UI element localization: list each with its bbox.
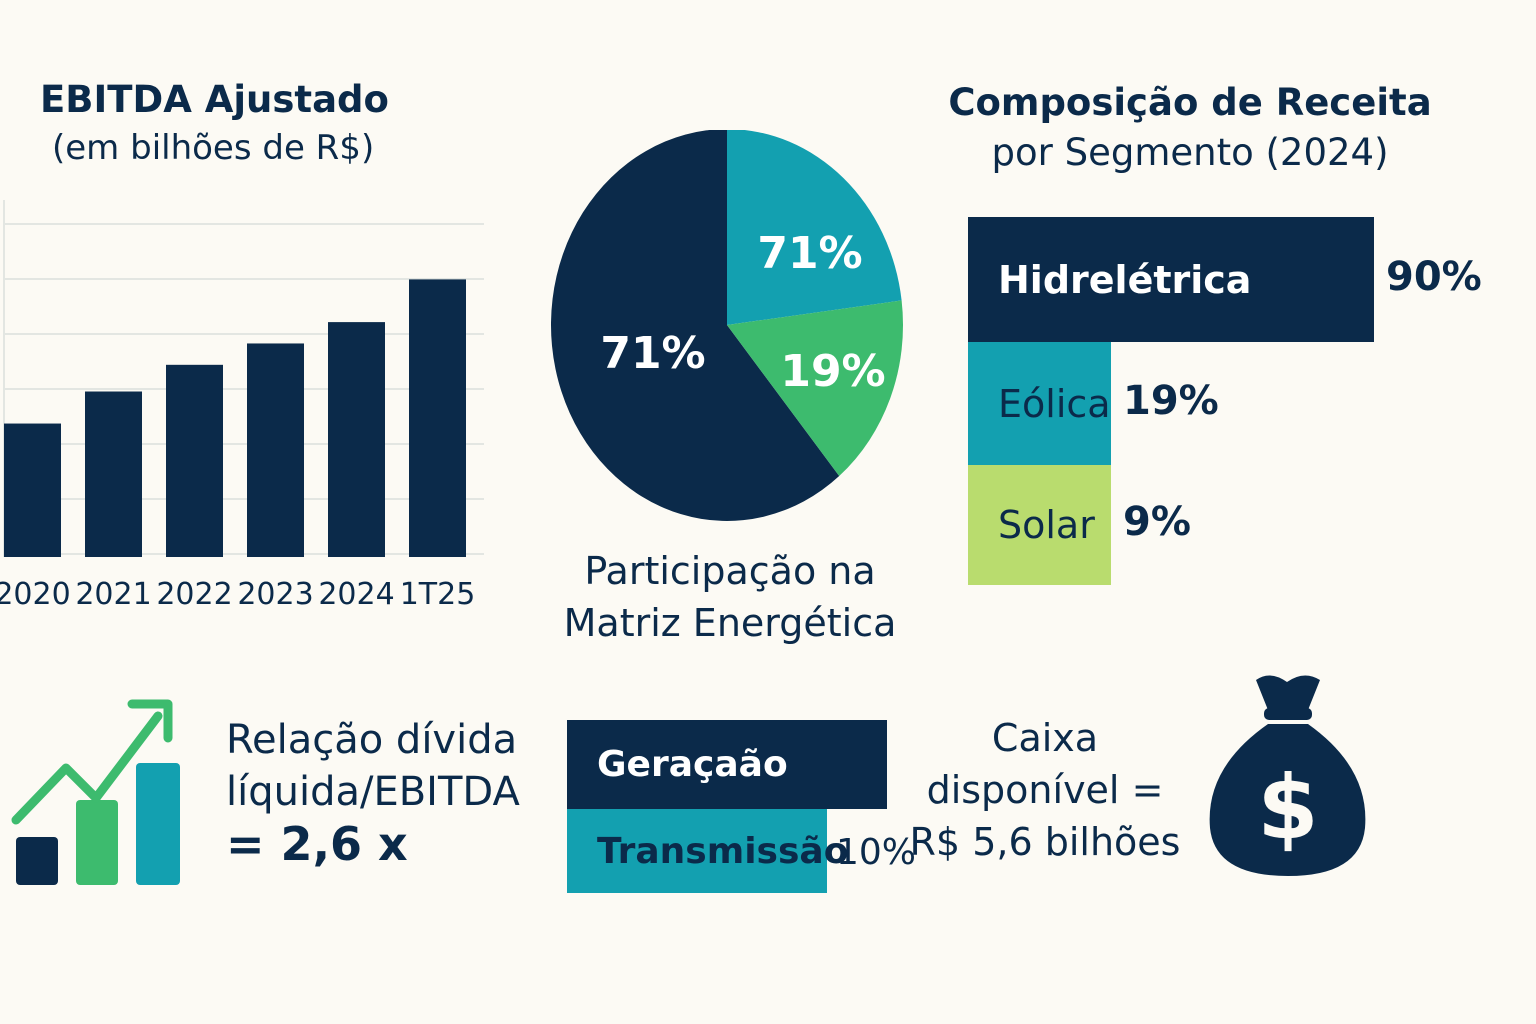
- cash-line3: R$ 5,6 bilhões: [909, 820, 1181, 864]
- growth-icon-bar-3: [136, 763, 180, 885]
- transmission-bar: Transmissão: [567, 809, 848, 893]
- x-tick-label: 2022: [156, 577, 232, 612]
- segment-bar-label: Solar: [998, 503, 1095, 547]
- x-tick-label: 2020: [0, 577, 71, 612]
- money-bag-dollar-sign: $: [1257, 756, 1318, 859]
- bar: [4, 423, 61, 557]
- bar: [409, 279, 466, 557]
- debt-ratio-line2: líquida/EBITDA: [226, 769, 520, 815]
- money-bag-body: [1209, 724, 1366, 876]
- pie-slice: [727, 300, 903, 477]
- cash-line2: disponível =: [926, 768, 1164, 812]
- x-tick-label: 2021: [75, 577, 151, 612]
- generation-bar: Geraçaão: [567, 720, 887, 809]
- ebitda-title: EBITDA Ajustado: [40, 78, 389, 121]
- cash-line1: Caixa: [991, 716, 1099, 760]
- transmission-value: 10%: [836, 832, 917, 873]
- x-tick-label: 2023: [237, 577, 313, 612]
- segment-title-line2: por Segmento (2024): [991, 131, 1389, 174]
- growth-icon-bar-2: [76, 800, 118, 885]
- segment-title-line1: Composição de Receita: [948, 81, 1432, 124]
- cash-available: Caixa disponível = R$ 5,6 bilhões: [905, 712, 1185, 868]
- growth-chart-arrow-icon: [11, 699, 180, 885]
- growth-icon-arrow-head: [127, 699, 173, 743]
- pie-slice: [727, 130, 902, 325]
- growth-icon-arrow-line: [11, 711, 163, 825]
- segment-title: Composição de Receita por Segmento (2024…: [940, 78, 1440, 178]
- bar: [247, 343, 304, 557]
- pie-caption: Participação na Matriz Energética: [530, 545, 930, 649]
- growth-icon-bar-1: [16, 837, 58, 885]
- pie-caption-line1: Participação na: [584, 549, 876, 593]
- bar: [85, 391, 142, 557]
- x-tick-label: 2024: [318, 577, 394, 612]
- segment-bar-label: Hidrelétrica: [998, 257, 1252, 302]
- segment-bar: Eólica: [968, 342, 1111, 465]
- debt-ratio: Relação dívida líquida/EBITDA = 2,6 x: [226, 714, 520, 870]
- segment-bar-value: 90%: [1386, 253, 1482, 300]
- segment-bar-label: Eólica: [998, 381, 1111, 426]
- segment-bar: Solar: [968, 465, 1111, 585]
- segment-bar-value: 9%: [1123, 499, 1191, 545]
- transmission-label: Transmissão: [597, 830, 849, 872]
- bar: [166, 364, 223, 557]
- debt-ratio-value: = 2,6 x: [226, 817, 408, 871]
- pie-slice-label: 19%: [780, 346, 885, 397]
- pie-caption-line2: Matriz Energética: [563, 601, 897, 645]
- money-bag-dollar-icon: $: [1209, 675, 1366, 876]
- money-bag-tie: [1264, 708, 1312, 720]
- pie-slice: [551, 130, 840, 521]
- energy-matrix-pie-chart: 71% 71% 19%: [551, 130, 903, 521]
- bar: [328, 322, 385, 557]
- segment-bar: Hidrelétrica: [968, 217, 1374, 342]
- ebitda-subtitle: (em bilhões de R$): [52, 128, 375, 168]
- segment-bar-value: 19%: [1123, 377, 1219, 424]
- pie-slice-label: 71%: [757, 228, 862, 279]
- x-tick-label: 1T25: [400, 577, 476, 612]
- pie-slice-label: 71%: [600, 328, 705, 379]
- debt-ratio-line1: Relação dívida: [226, 717, 518, 763]
- money-bag-top: [1256, 675, 1320, 710]
- ebitda-bar-chart: 2020 2021 2022 2023 2024 1T25: [0, 200, 484, 612]
- generation-label: Geraçaão: [597, 744, 788, 785]
